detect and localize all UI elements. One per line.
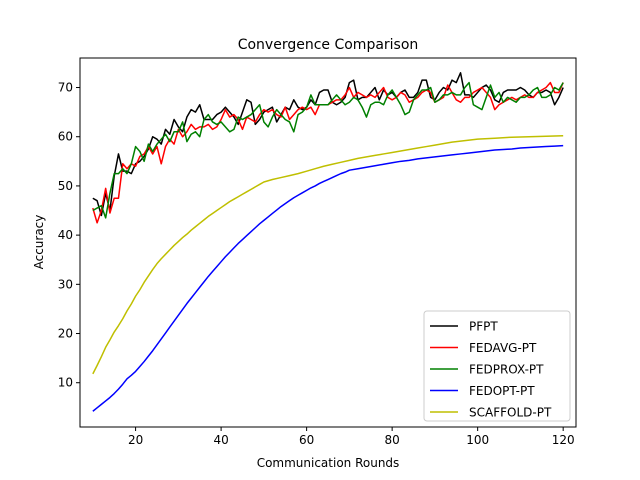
series-layer bbox=[92, 72, 564, 412]
x-tick-label: 80 bbox=[384, 433, 399, 447]
y-tick-label: 70 bbox=[58, 81, 73, 95]
series-line-scaffold-pt bbox=[92, 134, 564, 375]
series-line-fedopt-pt bbox=[92, 144, 564, 412]
y-tick-label: 30 bbox=[58, 277, 73, 291]
ticks-layer: 20 40 60 80 100 120 10 20 30 40 50 60 70 bbox=[58, 81, 575, 447]
y-tick-label: 20 bbox=[58, 327, 73, 341]
x-tick-label: 60 bbox=[299, 433, 314, 447]
legend-label-fedprox-pt: FEDPROX-PT bbox=[469, 363, 544, 377]
x-tick-label: 100 bbox=[466, 433, 489, 447]
legend-entries: PFPT FEDAVG-PT FEDPROX-PT FEDOPT-PT SCAFFOLD… bbox=[430, 320, 552, 420]
legend-label-pfpt: PFPT bbox=[469, 320, 498, 334]
chart-title: Convergence Comparison bbox=[238, 37, 419, 53]
legend-label-fedopt-pt: FEDOPT-PT bbox=[469, 384, 535, 398]
legend-label-scaffold-pt: SCAFFOLD-PT bbox=[469, 406, 552, 420]
y-axis-label: Accuracy bbox=[32, 215, 46, 270]
x-tick-label: 120 bbox=[552, 433, 575, 447]
x-tick-label: 20 bbox=[128, 433, 143, 447]
series-line-fedprox-pt bbox=[92, 81, 564, 219]
plot-frame bbox=[79, 57, 577, 428]
x-tick-label: 40 bbox=[213, 433, 228, 447]
y-tick-label: 10 bbox=[58, 376, 73, 390]
series-line-pfpt bbox=[92, 72, 564, 217]
y-tick-label: 50 bbox=[58, 179, 73, 193]
legend-frame bbox=[423, 310, 571, 422]
legend: PFPT FEDAVG-PT FEDPROX-PT FEDOPT-PT SCAFFOLD… bbox=[423, 310, 571, 422]
y-tick-label: 60 bbox=[58, 130, 73, 144]
legend-label-fedavg-pt: FEDAVG-PT bbox=[469, 341, 537, 355]
x-axis-label: Communication Rounds bbox=[257, 456, 400, 470]
y-tick-label: 40 bbox=[58, 228, 73, 242]
